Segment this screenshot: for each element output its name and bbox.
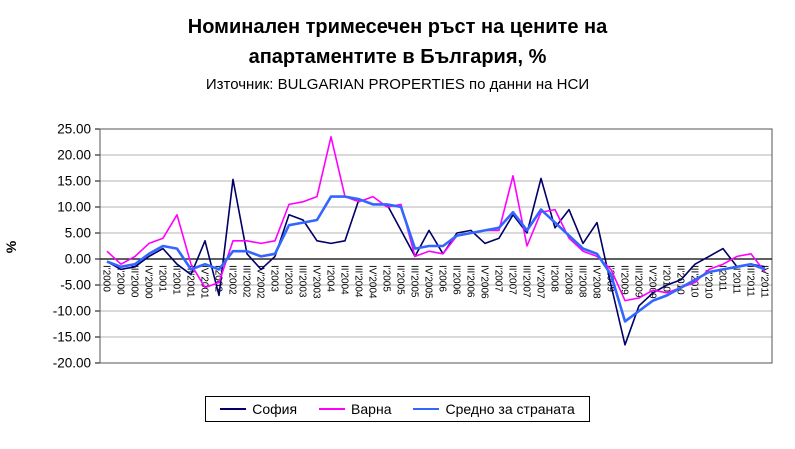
svg-text:III'2005: III'2005 bbox=[409, 265, 420, 298]
legend-label: Варна bbox=[351, 401, 392, 417]
svg-text:-10.00: -10.00 bbox=[53, 304, 91, 319]
svg-text:IV'2002: IV'2002 bbox=[255, 265, 266, 299]
svg-text:IV'2006: IV'2006 bbox=[479, 265, 490, 299]
svg-text:0.00: 0.00 bbox=[65, 252, 91, 267]
svg-text:20.00: 20.00 bbox=[57, 148, 91, 163]
svg-text:I'2007: I'2007 bbox=[493, 265, 504, 292]
svg-text:IV'2005: IV'2005 bbox=[423, 265, 434, 299]
svg-text:-15.00: -15.00 bbox=[53, 330, 91, 345]
svg-text:25.00: 25.00 bbox=[57, 122, 91, 137]
svg-text:I'2002: I'2002 bbox=[213, 265, 224, 292]
svg-text:IV'2003: IV'2003 bbox=[311, 265, 322, 299]
svg-text:II'2003: II'2003 bbox=[283, 265, 294, 295]
series-line-2 bbox=[106, 195, 766, 323]
svg-text:II'2004: II'2004 bbox=[339, 265, 350, 295]
y-axis-labels: 25.00 20.00 15.00 10.00 5.00 0.00 -5.00 -10.00 -… bbox=[53, 122, 91, 371]
svg-text:II'2001: II'2001 bbox=[171, 265, 182, 295]
svg-text:II'2000: II'2000 bbox=[115, 265, 126, 295]
svg-text:II'2007: II'2007 bbox=[507, 265, 518, 295]
svg-text:-20.00: -20.00 bbox=[53, 356, 91, 371]
legend-label: София bbox=[252, 401, 298, 417]
legend-line-swatch bbox=[220, 408, 247, 410]
series-lines bbox=[106, 135, 766, 346]
svg-text:IV'2004: IV'2004 bbox=[367, 265, 378, 299]
svg-text:III'2001: III'2001 bbox=[185, 265, 196, 298]
legend-item: Средно за страната bbox=[413, 401, 575, 417]
svg-text:III'2007: III'2007 bbox=[521, 265, 532, 298]
svg-text:II'2009: II'2009 bbox=[619, 265, 630, 295]
svg-text:10.00: 10.00 bbox=[57, 200, 91, 215]
legend-line-swatch bbox=[319, 408, 346, 410]
svg-text:I'2000: I'2000 bbox=[101, 265, 112, 292]
svg-text:I'2004: I'2004 bbox=[325, 265, 336, 292]
svg-text:-5.00: -5.00 bbox=[60, 278, 91, 293]
chart-plot: 25.00 20.00 15.00 10.00 5.00 0.00 -5.00 -10.00 -… bbox=[3, 122, 773, 371]
svg-text:I'2005: I'2005 bbox=[381, 265, 392, 292]
svg-text:15.00: 15.00 bbox=[57, 174, 91, 189]
svg-text:I'2008: I'2008 bbox=[549, 265, 560, 292]
svg-text:IV'2008: IV'2008 bbox=[591, 265, 602, 299]
svg-text:III'2011: III'2011 bbox=[745, 265, 756, 297]
svg-text:I'2001: I'2001 bbox=[157, 265, 168, 292]
legend-item: Варна bbox=[319, 401, 391, 417]
svg-text:I'2010: I'2010 bbox=[661, 265, 672, 292]
svg-text:II'2008: II'2008 bbox=[563, 265, 574, 295]
y-axis-title: % bbox=[3, 240, 19, 253]
svg-text:II'2011: II'2011 bbox=[731, 265, 742, 294]
series-line-1 bbox=[106, 135, 766, 302]
chart-legend-row: София Варна Средно за страната bbox=[0, 396, 795, 422]
svg-text:III'2004: III'2004 bbox=[353, 265, 364, 298]
legend-item: София bbox=[220, 401, 297, 417]
svg-text:IV'2011: IV'2011 bbox=[759, 265, 770, 298]
svg-text:IV'2000: IV'2000 bbox=[143, 265, 154, 299]
svg-text:IV'2001: IV'2001 bbox=[199, 265, 210, 299]
chart-title: Номинален тримесечен ръст на цените на а… bbox=[187, 16, 608, 68]
svg-text:III'2002: III'2002 bbox=[241, 265, 252, 298]
svg-text:IV'2010: IV'2010 bbox=[703, 265, 714, 299]
svg-text:IV'2009: IV'2009 bbox=[647, 265, 658, 299]
svg-text:I'2006: I'2006 bbox=[437, 265, 448, 292]
chart-plot-area: 25.00 20.00 15.00 10.00 5.00 0.00 -5.00 -10.00 -… bbox=[0, 119, 795, 386]
svg-text:II'2006: II'2006 bbox=[451, 265, 462, 295]
svg-text:5.00: 5.00 bbox=[65, 226, 91, 241]
svg-text:III'2000: III'2000 bbox=[129, 265, 140, 298]
svg-text:IV'2007: IV'2007 bbox=[535, 265, 546, 299]
svg-text:III'2003: III'2003 bbox=[297, 265, 308, 298]
svg-text:II'2002: II'2002 bbox=[227, 265, 238, 295]
svg-text:II'2005: II'2005 bbox=[395, 265, 406, 295]
chart-subtitle: Източник: BULGARIAN PROPERTIES по данни … bbox=[205, 76, 590, 93]
series-line-0 bbox=[106, 177, 766, 346]
svg-text:III'2008: III'2008 bbox=[577, 265, 588, 298]
plot-border bbox=[99, 128, 773, 364]
x-axis-labels: I'2000 II'2000 III'2000 IV'2000 I'2001 II'200… bbox=[101, 265, 770, 299]
svg-text:III'2009: III'2009 bbox=[633, 265, 644, 298]
svg-text:III'2006: III'2006 bbox=[465, 265, 476, 298]
legend-line-swatch bbox=[413, 407, 440, 411]
legend-label: Средно за страната bbox=[445, 401, 575, 417]
svg-text:I'2011: I'2011 bbox=[717, 265, 728, 292]
svg-text:I'2003: I'2003 bbox=[269, 265, 280, 292]
chart-figure: Номинален тримесечен ръст на цените на а… bbox=[0, 12, 795, 449]
chart-legend: София Варна Средно за страната bbox=[205, 396, 590, 422]
